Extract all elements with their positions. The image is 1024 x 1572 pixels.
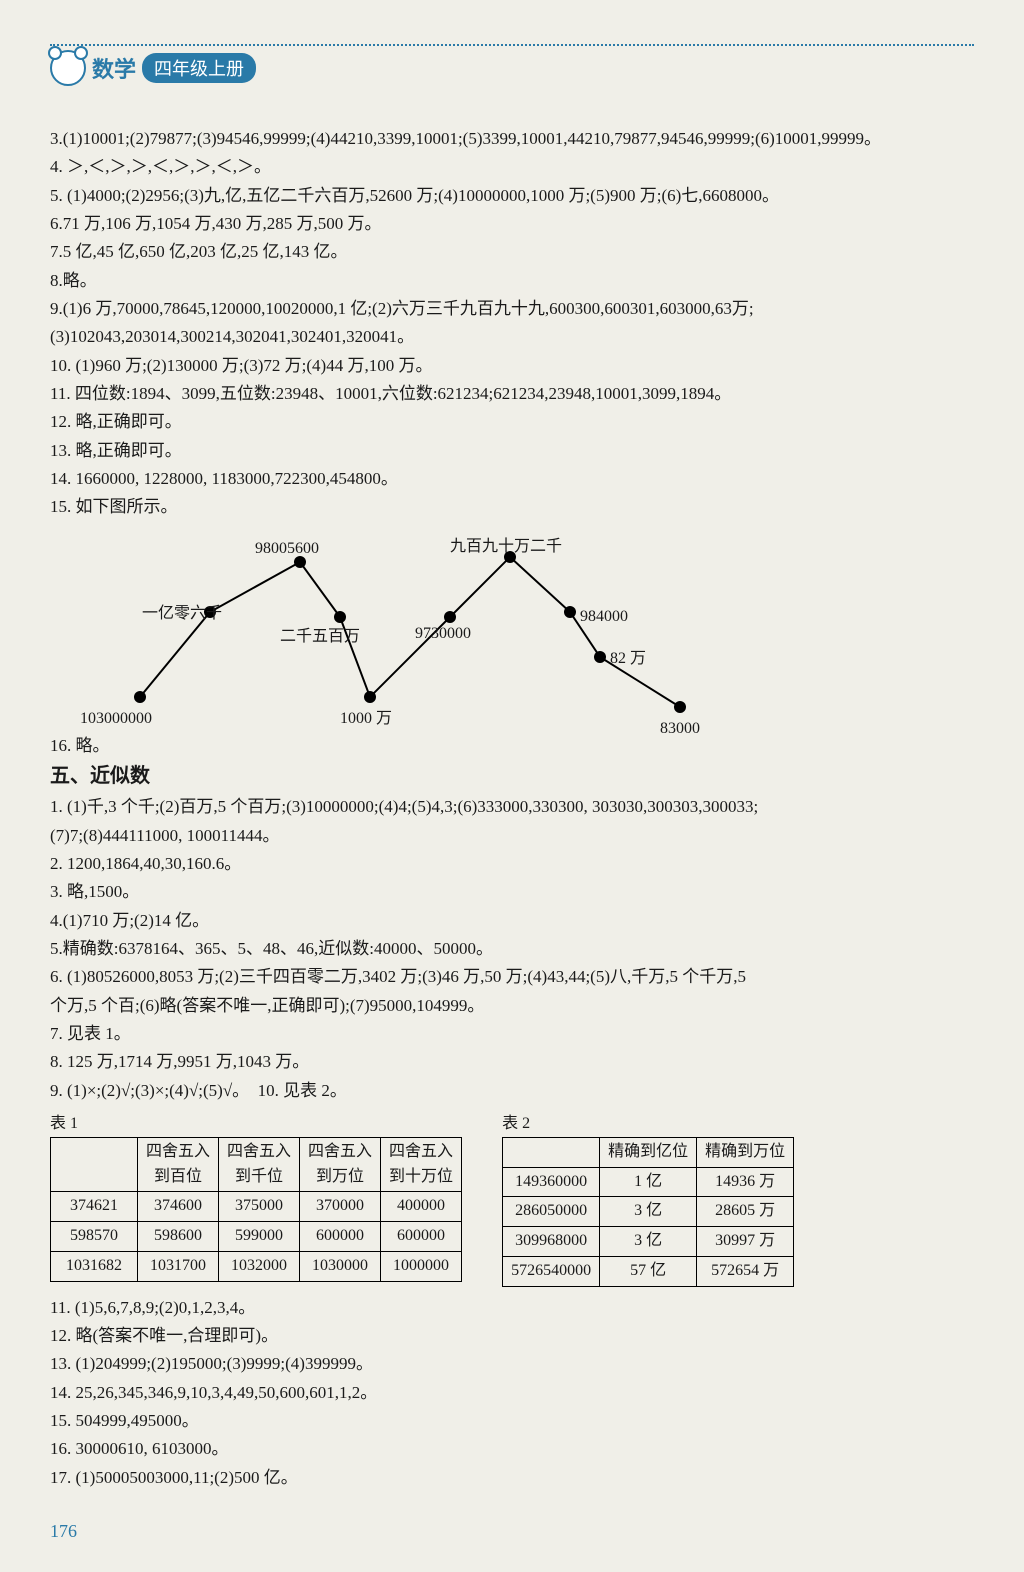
text-line: 15. 504999,495000。 bbox=[50, 1408, 974, 1434]
text-line: 5. (1)4000;(2)2956;(3)九,亿,五亿二千六百万,52600 … bbox=[50, 183, 974, 209]
table-cell: 370000 bbox=[300, 1192, 381, 1222]
grade-pill: 四年级上册 bbox=[142, 53, 256, 83]
table-cell: 1031682 bbox=[51, 1251, 138, 1281]
table-header: 四舍五入到十万位 bbox=[381, 1137, 462, 1192]
table-row: 1493600001 亿14936 万 bbox=[503, 1167, 794, 1197]
table-cell: 14936 万 bbox=[697, 1167, 794, 1197]
text-line: 14. 25,26,345,346,9,10,3,4,49,50,600,601… bbox=[50, 1380, 974, 1406]
text-line: 13. 略,正确即可。 bbox=[50, 438, 974, 464]
text-line: 4.(1)710 万;(2)14 亿。 bbox=[50, 908, 974, 934]
table-cell: 3 亿 bbox=[600, 1197, 697, 1227]
page-header: 数学 四年级上册 bbox=[50, 50, 974, 86]
table-cell: 1032000 bbox=[219, 1251, 300, 1281]
table-cell: 149360000 bbox=[503, 1167, 600, 1197]
table-header: 精确到亿位 bbox=[600, 1137, 697, 1167]
table2: 精确到亿位精确到万位1493600001 亿14936 万2860500003 … bbox=[502, 1137, 794, 1287]
table-cell: 1 亿 bbox=[600, 1167, 697, 1197]
text-line: 3.(1)10001;(2)79877;(3)94546,99999;(4)44… bbox=[50, 126, 974, 152]
text-line: 2. 1200,1864,40,30,160.6。 bbox=[50, 851, 974, 877]
diagram-label: 一亿零六千 bbox=[142, 602, 222, 627]
table-row: 3099680003 亿30997 万 bbox=[503, 1227, 794, 1257]
table1: 四舍五入到百位四舍五入到千位四舍五入到万位四舍五入到十万位37462137460… bbox=[50, 1137, 462, 1282]
text-line: 5.精确数:6378164、365、5、48、46,近似数:40000、5000… bbox=[50, 936, 974, 962]
table-cell: 1030000 bbox=[300, 1251, 381, 1281]
table-cell: 598570 bbox=[51, 1222, 138, 1252]
table1-label: 表 1 bbox=[50, 1115, 78, 1132]
table-cell: 5726540000 bbox=[503, 1256, 600, 1286]
diagram-label: 103000000 bbox=[80, 707, 152, 732]
text-line: 8.略。 bbox=[50, 268, 974, 294]
section-title: 五、近似数 bbox=[50, 761, 974, 792]
bear-icon bbox=[50, 50, 86, 86]
diagram-label: 9730000 bbox=[415, 622, 471, 647]
text-line: 个万,5 个百;(6)略(答案不唯一,正确即可);(7)95000,104999… bbox=[50, 993, 974, 1019]
text-line: 17. (1)50005003000,11;(2)500 亿。 bbox=[50, 1465, 974, 1491]
text-line: 8. 125 万,1714 万,9951 万,1043 万。 bbox=[50, 1049, 974, 1075]
table-header: 四舍五入到百位 bbox=[138, 1137, 219, 1192]
table-cell: 1031700 bbox=[138, 1251, 219, 1281]
text-line: 10. (1)960 万;(2)130000 万;(3)72 万;(4)44 万… bbox=[50, 353, 974, 379]
table-cell: 1000000 bbox=[381, 1251, 462, 1281]
text-line: 14. 1660000, 1228000, 1183000,722300,454… bbox=[50, 466, 974, 492]
text-line: (3)102043,203014,300214,302041,302401,32… bbox=[50, 324, 974, 350]
table-cell: 400000 bbox=[381, 1192, 462, 1222]
text-line: 9.(1)6 万,70000,78645,120000,10020000,1 亿… bbox=[50, 296, 974, 322]
text-line: 11. 四位数:1894、3099,五位数:23948、10001,六位数:62… bbox=[50, 381, 974, 407]
table-cell: 28605 万 bbox=[697, 1197, 794, 1227]
diagram-label: 1000 万 bbox=[340, 707, 392, 732]
text-line: 1. (1)千,3 个千;(2)百万,5 个百万;(3)10000000;(4)… bbox=[50, 794, 974, 820]
text-line: 16. 30000610, 6103000。 bbox=[50, 1436, 974, 1462]
diagram-label: 83000 bbox=[660, 717, 700, 742]
text-line: 9. (1)×;(2)√;(3)×;(4)√;(5)√。 10. 见表 2。 bbox=[50, 1078, 974, 1104]
text-line: 15. 如下图所示。 bbox=[50, 494, 974, 520]
text-line: 12. 略(答案不唯一,合理即可)。 bbox=[50, 1323, 974, 1349]
table-row: 598570598600599000600000600000 bbox=[51, 1222, 462, 1252]
diagram-label: 984000 bbox=[580, 605, 628, 630]
table-row: 572654000057 亿572654 万 bbox=[503, 1256, 794, 1286]
diagram-label: 九百九十万二千 bbox=[450, 535, 562, 560]
content-body: 3.(1)10001;(2)79877;(3)94546,99999;(4)44… bbox=[50, 126, 974, 1491]
subject-label: 数学 bbox=[92, 52, 136, 84]
table-cell: 30997 万 bbox=[697, 1227, 794, 1257]
text-line: 3. 略,1500。 bbox=[50, 879, 974, 905]
table-header: 四舍五入到千位 bbox=[219, 1137, 300, 1192]
text-line: (7)7;(8)444111000, 100011444。 bbox=[50, 823, 974, 849]
text-line: 7.5 亿,45 亿,650 亿,203 亿,25 亿,143 亿。 bbox=[50, 239, 974, 265]
table-cell: 286050000 bbox=[503, 1197, 600, 1227]
table-row: 10316821031700103200010300001000000 bbox=[51, 1251, 462, 1281]
table-cell: 374621 bbox=[51, 1192, 138, 1222]
text-line: 7. 见表 1。 bbox=[50, 1021, 974, 1047]
table-header: 精确到万位 bbox=[697, 1137, 794, 1167]
table-cell: 309968000 bbox=[503, 1227, 600, 1257]
table-cell: 374600 bbox=[138, 1192, 219, 1222]
page-number: 176 bbox=[50, 1521, 974, 1542]
table-cell: 572654 万 bbox=[697, 1256, 794, 1286]
table-cell: 599000 bbox=[219, 1222, 300, 1252]
top-rule bbox=[50, 44, 974, 46]
table-cell: 3 亿 bbox=[600, 1227, 697, 1257]
diagram-label: 82 万 bbox=[610, 647, 646, 672]
table-cell: 598600 bbox=[138, 1222, 219, 1252]
table-header: 四舍五入到万位 bbox=[300, 1137, 381, 1192]
text-line: 4. ＞,＜,＞,＞,＜,＞,＞,＜,＞。 bbox=[50, 154, 974, 180]
table-cell: 600000 bbox=[381, 1222, 462, 1252]
line-diagram: 103000000一亿零六千98005600二千五百万1000 万9730000… bbox=[80, 527, 974, 727]
table-header bbox=[51, 1137, 138, 1192]
table-row: 374621374600375000370000400000 bbox=[51, 1192, 462, 1222]
table-row: 2860500003 亿28605 万 bbox=[503, 1197, 794, 1227]
table2-label: 表 2 bbox=[502, 1115, 530, 1132]
table-cell: 375000 bbox=[219, 1192, 300, 1222]
text-line: 13. (1)204999;(2)195000;(3)9999;(4)39999… bbox=[50, 1351, 974, 1377]
table-cell: 600000 bbox=[300, 1222, 381, 1252]
tables-row: 表 1 四舍五入到百位四舍五入到千位四舍五入到万位四舍五入到十万位3746213… bbox=[50, 1110, 974, 1287]
text-line: 11. (1)5,6,7,8,9;(2)0,1,2,3,4。 bbox=[50, 1295, 974, 1321]
table-header bbox=[503, 1137, 600, 1167]
diagram-label: 二千五百万 bbox=[280, 625, 360, 650]
table-cell: 57 亿 bbox=[600, 1256, 697, 1286]
text-line: 6.71 万,106 万,1054 万,430 万,285 万,500 万。 bbox=[50, 211, 974, 237]
text-line: 12. 略,正确即可。 bbox=[50, 409, 974, 435]
diagram-label: 98005600 bbox=[255, 537, 319, 562]
text-line: 6. (1)80526000,8053 万;(2)三千四百零二万,3402 万;… bbox=[50, 964, 974, 990]
